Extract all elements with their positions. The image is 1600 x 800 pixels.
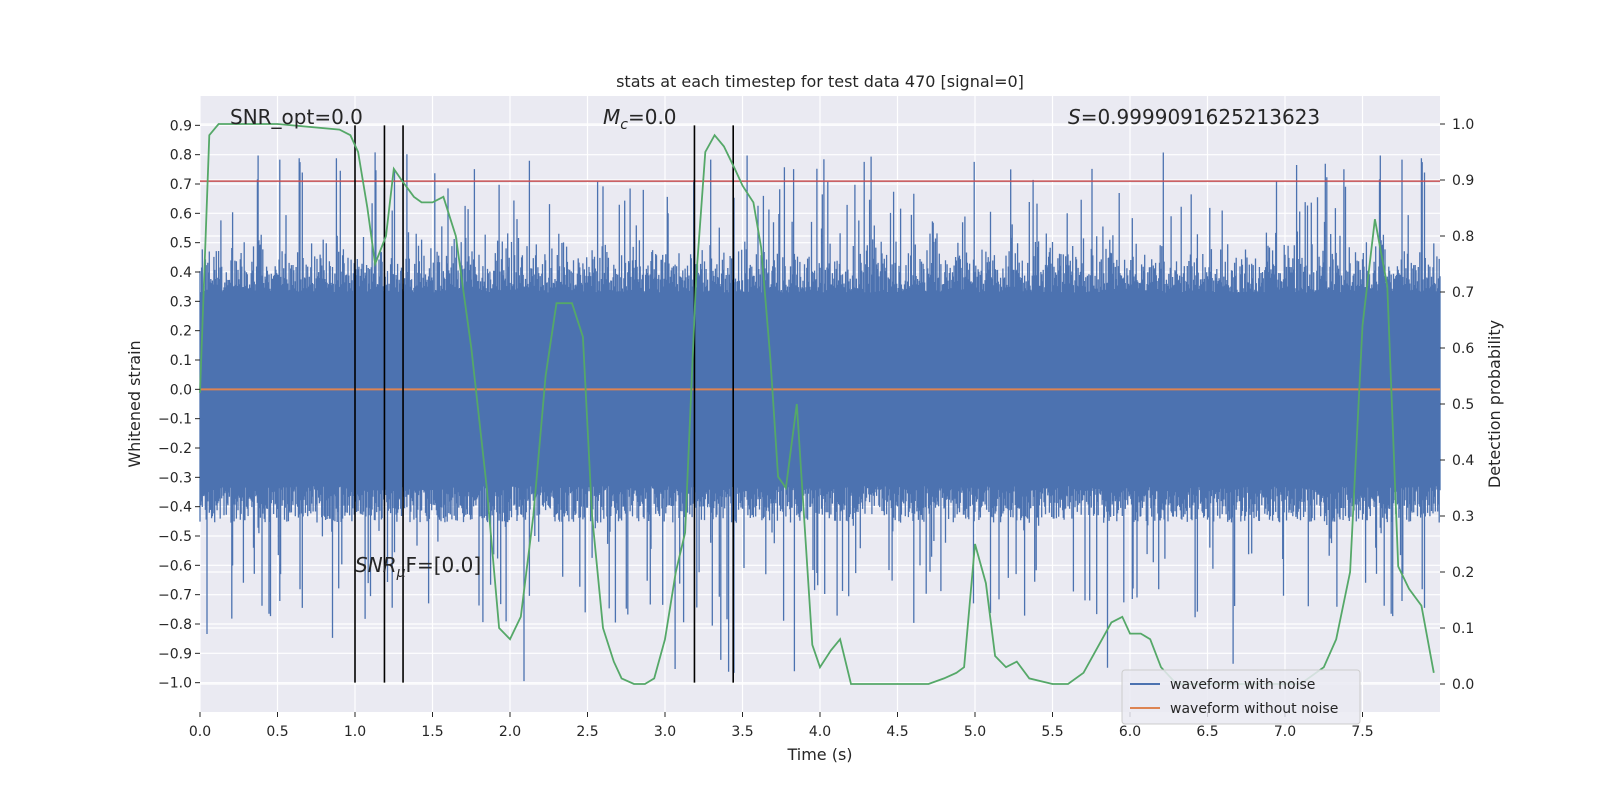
y-tick-label: 0.8 [170, 148, 192, 164]
legend-box [1121, 669, 1361, 725]
y-tick-label: −0.2 [158, 441, 192, 457]
y-tick-label: −1.0 [158, 676, 192, 692]
snr-mf-annotation: SNRμF=[0.0] [355, 553, 481, 581]
series-lines [199, 123, 1440, 685]
y-tick-label: 0.5 [170, 236, 192, 252]
y-tick-label: −0.9 [158, 646, 192, 662]
y2-tick-label: 0.4 [1452, 453, 1474, 469]
y2-tick-label: 0.6 [1452, 341, 1474, 357]
legend-label-noise: waveform with noise [1170, 677, 1315, 693]
x-tick-label: 1.5 [421, 724, 443, 740]
y-tick-label: −0.8 [158, 617, 192, 633]
x-tick-label: 5.5 [1041, 724, 1063, 740]
y-tick-label: 0.2 [170, 324, 192, 340]
y-tick-label: −0.3 [158, 470, 192, 486]
x-tick-label: 2.5 [576, 724, 598, 740]
x-tick-label: 7.0 [1274, 724, 1296, 740]
y-tick-label: −0.7 [158, 588, 192, 604]
y2-axis-label: Detection probability [1485, 320, 1504, 488]
series-detection-probability [199, 123, 1435, 685]
y-tick-label: 0.3 [170, 294, 192, 310]
y2-tick-label: 0.2 [1452, 565, 1474, 581]
legend: waveform with noise waveform without noi… [1121, 669, 1361, 725]
y-axis-left: 0.9 0.8 0.7 0.6 0.5 0.4 0.3 0.2 0.1 0.0 −0.1 −0.2 −0… [158, 118, 200, 692]
x-axis-label: Time (s) [786, 745, 852, 764]
y2-tick-label: 0.0 [1452, 677, 1474, 693]
x-tick-label: 1.0 [344, 724, 366, 740]
x-tick-label: 3.0 [654, 724, 676, 740]
mc-annotation: Mc=0.0 [603, 105, 677, 133]
y2-tick-label: 1.0 [1452, 117, 1474, 133]
x-tick-label: 4.0 [809, 724, 831, 740]
x-tick-label: 2.0 [499, 724, 521, 740]
x-axis: 0.0 0.5 1.0 1.5 2.0 2.5 3.0 3.5 4.0 4.5 5.0 5.5 6.0 6… [189, 712, 1374, 740]
s-annotation: S=0.9999091625213623 [1068, 105, 1320, 129]
y-tick-label: −0.6 [158, 558, 192, 574]
x-tick-label: 5.0 [964, 724, 986, 740]
y2-tick-label: 0.5 [1452, 397, 1474, 413]
y-tick-label: −0.1 [158, 412, 192, 428]
y-tick-label: −0.4 [158, 500, 192, 516]
y2-tick-label: 0.7 [1452, 285, 1474, 301]
y-axis-right: 1.0 0.9 0.8 0.7 0.6 0.5 0.4 0.3 0.2 0.1 0.0 [1440, 117, 1474, 693]
x-tick-label: 3.5 [731, 724, 753, 740]
y2-tick-label: 0.3 [1452, 509, 1474, 525]
snr-opt-annotation: SNR_opt=0.0 [230, 105, 363, 129]
x-tick-label: 7.5 [1351, 724, 1373, 740]
y2-tick-label: 0.1 [1452, 621, 1474, 637]
x-tick-label: 4.5 [886, 724, 908, 740]
y-tick-label: 0.0 [170, 382, 192, 398]
y-tick-label: 0.6 [170, 206, 192, 222]
chart-title: stats at each timestep for test data 470… [616, 72, 1024, 91]
x-tick-label: 0.0 [189, 724, 211, 740]
y-tick-label: −0.5 [158, 529, 192, 545]
y-tick-label: 0.4 [170, 265, 192, 281]
x-tick-label: 0.5 [266, 724, 288, 740]
y2-tick-label: 0.8 [1452, 229, 1474, 245]
y-tick-label: 0.1 [170, 353, 192, 369]
y2-tick-label: 0.9 [1452, 173, 1474, 189]
y-axis-label: Whitened strain [125, 340, 144, 467]
legend-label-clean: waveform without noise [1170, 701, 1338, 717]
y-tick-label: 0.7 [170, 177, 192, 193]
x-tick-label: 6.5 [1196, 724, 1218, 740]
x-tick-label: 6.0 [1119, 724, 1141, 740]
y-tick-label: 0.9 [170, 118, 192, 134]
